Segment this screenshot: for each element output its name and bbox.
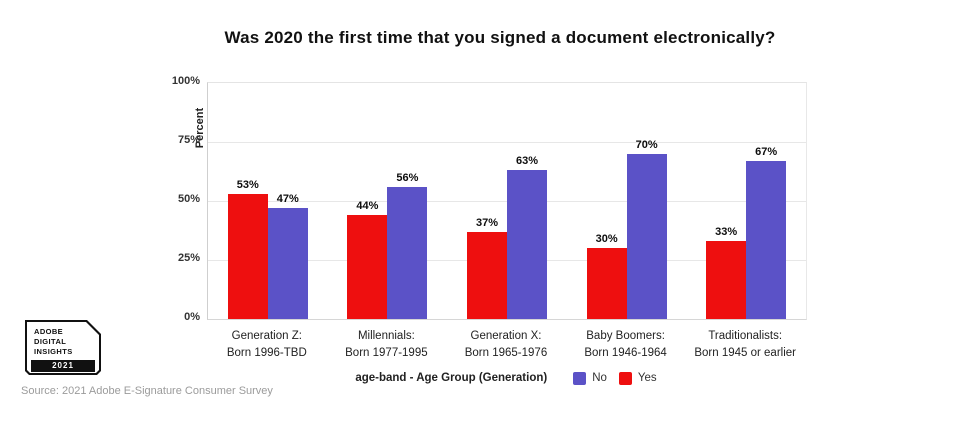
bar-value-label: 44% xyxy=(356,200,379,213)
bar-no: 47% xyxy=(267,193,308,319)
legend-item-no: No xyxy=(573,371,607,385)
legend: age-band - Age Group (Generation) No Yes xyxy=(207,369,805,387)
logo-year: 2021 xyxy=(31,360,95,372)
x-category-label: Generation Z: Born 1996-TBD xyxy=(226,330,307,359)
legend-item-yes: Yes xyxy=(618,371,657,385)
logo-text: ADOBE DIGITAL INSIGHTS xyxy=(34,327,73,356)
bar-value-label: 47% xyxy=(276,193,299,206)
legend-title: age-band - Age Group (Generation) xyxy=(355,372,548,384)
y-tick-label: 0% xyxy=(184,311,200,323)
bar-value-label: 33% xyxy=(715,226,738,239)
logo-line-adobe: ADOBE xyxy=(34,327,64,336)
logo-line-insights: INSIGHTS xyxy=(34,346,73,356)
bar-pair: 33% 67% xyxy=(706,146,787,319)
y-tick-label: 25% xyxy=(177,252,200,264)
bar-group: 37% 63% xyxy=(447,83,567,319)
bar-pair: 53% 47% xyxy=(227,179,308,319)
y-tick-label: 50% xyxy=(177,193,200,205)
bar-group: 33% 67% xyxy=(686,83,806,319)
bar-pair: 44% 56% xyxy=(347,172,428,319)
bar-pair: 37% 63% xyxy=(466,155,547,319)
bar-no: 67% xyxy=(746,146,787,319)
bar-group: 44% 56% xyxy=(328,83,448,319)
bar-yes: 44% xyxy=(347,200,388,319)
bar-yes: 30% xyxy=(586,233,627,319)
bar-no: 56% xyxy=(387,172,428,319)
bar-group: 30% 70% xyxy=(567,83,687,319)
y-tick-label: 75% xyxy=(177,134,200,146)
bar-pair: 30% 70% xyxy=(586,139,667,319)
x-category-label: Baby Boomers: Born 1946-1964 xyxy=(584,330,667,359)
bar-value-label: 70% xyxy=(635,138,658,151)
x-category-label: Traditionalists: Born 1945 or earlier xyxy=(694,330,796,359)
bar-value-label: 63% xyxy=(515,155,538,168)
adobe-digital-insights-logo: ADOBE DIGITAL INSIGHTS 2021 xyxy=(25,320,101,375)
chart-title: Was 2020 the first time that you signed … xyxy=(224,28,776,47)
bar-no: 63% xyxy=(506,155,547,319)
logo-line-digital: DIGITAL xyxy=(34,336,67,346)
legend-swatch xyxy=(618,371,632,385)
bar-value-label: 56% xyxy=(396,171,419,184)
source-note: Source: 2021 Adobe E-Signature Consumer … xyxy=(21,385,273,397)
bar-yes: 33% xyxy=(706,226,747,319)
bar-yes: 53% xyxy=(227,179,268,319)
bar-value-label: 37% xyxy=(475,216,498,229)
plot-area: 53% 47% 44% 56% 37% 63% 30% 70% 33% 67% xyxy=(207,82,807,320)
x-axis-labels: Generation Z: Born 1996-TBD Millennials: Bo… xyxy=(207,328,805,361)
legend-items: No Yes xyxy=(561,371,657,385)
bar-group: 53% 47% xyxy=(208,83,328,319)
legend-swatch xyxy=(573,371,587,385)
x-category-label: Millennials: Born 1977-1995 xyxy=(345,330,428,359)
y-tick-label: 100% xyxy=(171,75,200,87)
bar-value-label: 30% xyxy=(595,233,618,246)
legend-label: Yes xyxy=(637,372,657,384)
legend-label: No xyxy=(592,372,607,384)
bar-value-label: 67% xyxy=(755,145,778,158)
x-category-label: Generation X: Born 1965-1976 xyxy=(464,330,548,359)
bar-value-label: 53% xyxy=(236,178,259,191)
gridline xyxy=(208,142,806,143)
bar-yes: 37% xyxy=(466,217,507,319)
bar-no: 70% xyxy=(626,139,667,319)
